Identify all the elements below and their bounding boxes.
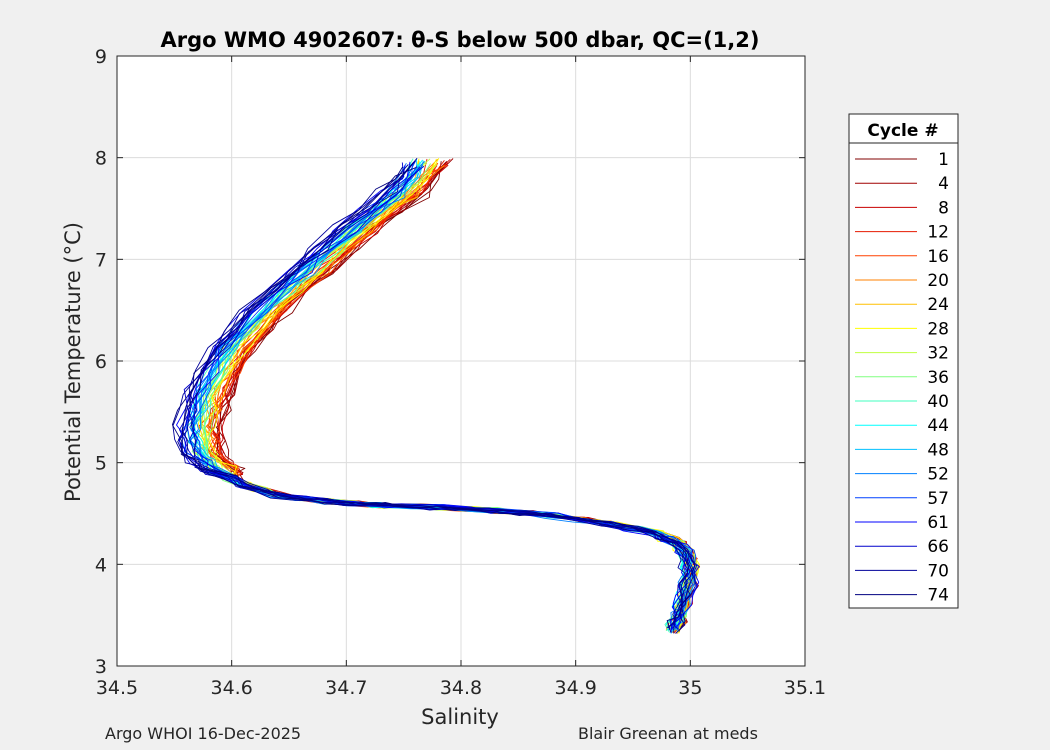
- y-tick-label: 8: [95, 148, 107, 170]
- axes: 34.5 34.6 34.7 34.8 34.9 35 35.1 3 4 5 6 7 8 9: [95, 46, 826, 699]
- y-tick-label: 5: [95, 453, 107, 475]
- x-tick-label: 35: [678, 677, 702, 699]
- legend: Cycle # 14812162024283236404448525761667…: [848, 113, 959, 609]
- plot-frame: [116, 55, 806, 667]
- cycle-profile-line: [172, 164, 688, 629]
- legend-entry-label: 8: [938, 198, 949, 218]
- legend-entry-label: 20: [927, 271, 949, 291]
- y-axis-label: Potential Temperature (°C): [61, 222, 85, 502]
- cycle-profile-line: [177, 164, 689, 629]
- legend-entry-label: 44: [927, 416, 949, 436]
- y-tick-label: 4: [95, 554, 107, 576]
- legend-entry-label: 40: [927, 392, 949, 412]
- legend-entry-label: 4: [938, 174, 949, 194]
- legend-entry-label: 61: [927, 513, 949, 533]
- x-axis-label: Salinity: [421, 705, 499, 729]
- footer-left: Argo WHOI 16-Dec-2025: [105, 724, 302, 743]
- legend-entry-label: 1: [938, 150, 949, 170]
- x-tick-label: 34.7: [325, 677, 367, 699]
- legend-entry-label: 32: [927, 344, 949, 364]
- y-tick-label: 6: [95, 351, 107, 373]
- legend-entry-label: 66: [927, 537, 949, 557]
- legend-entry-label: 70: [927, 561, 949, 581]
- y-tick-label: 7: [95, 249, 107, 271]
- chart-title: Argo WMO 4902607: θ-S below 500 dbar, QC…: [161, 28, 760, 52]
- legend-entry-label: 52: [927, 465, 949, 485]
- x-tick-label: 35.1: [784, 677, 826, 699]
- cycle-profile-line: [181, 166, 696, 632]
- legend-entry-label: 74: [927, 586, 949, 606]
- y-tick-label: 3: [95, 656, 107, 678]
- legend-entry-label: 12: [927, 223, 949, 243]
- legend-entry-label: 28: [927, 319, 949, 339]
- legend-entry-label: 24: [927, 295, 949, 315]
- legend-entry-label: 16: [927, 247, 949, 267]
- x-tick-label: 34.9: [555, 677, 597, 699]
- plot-area: [171, 157, 701, 634]
- cycle-profile-line: [171, 166, 689, 633]
- footer-right: Blair Greenan at meds: [578, 724, 758, 743]
- x-tick-label: 34.8: [440, 677, 482, 699]
- legend-title: Cycle #: [867, 121, 938, 141]
- legend-entry-label: 48: [927, 440, 949, 460]
- cycle-profile-line: [178, 162, 691, 630]
- x-tick-label: 34.6: [211, 677, 253, 699]
- legend-box: [848, 113, 959, 609]
- cycle-profile-line: [181, 161, 694, 634]
- legend-entry-label: 36: [927, 368, 949, 388]
- legend-entry-label: 57: [927, 489, 949, 509]
- x-tick-label: 34.5: [96, 677, 138, 699]
- y-tick-label: 9: [95, 46, 107, 68]
